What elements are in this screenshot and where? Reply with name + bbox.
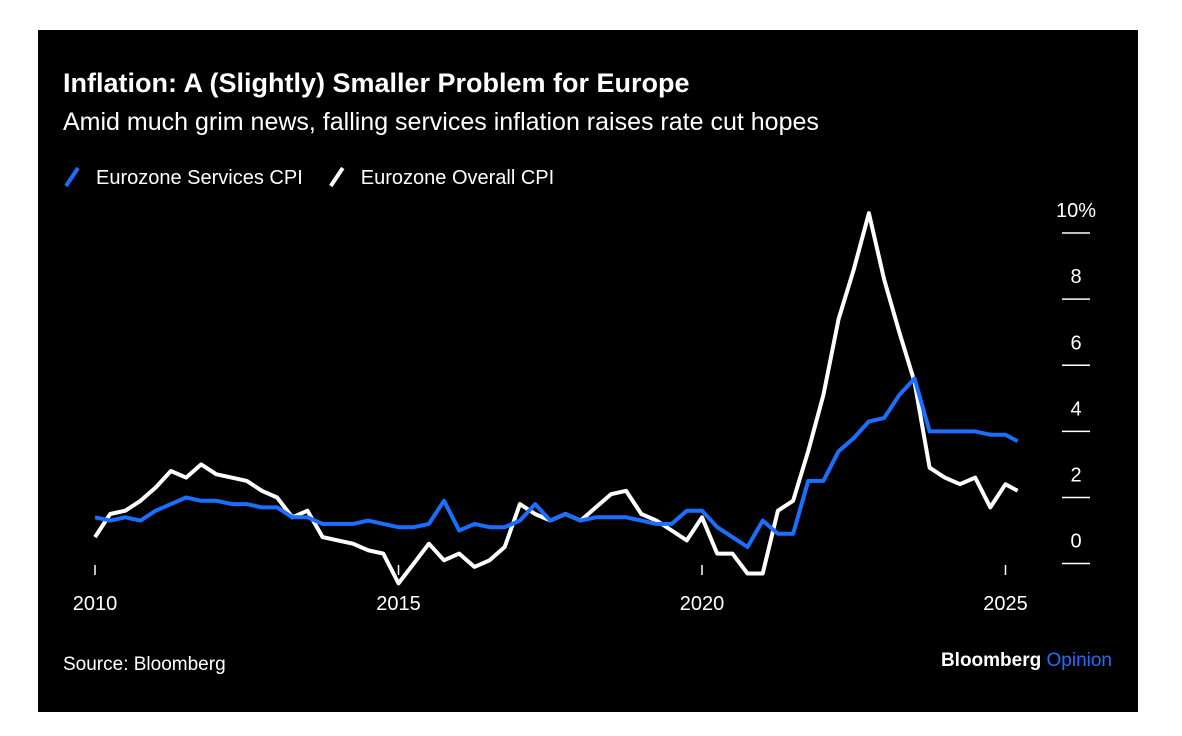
legend-label: Eurozone Services CPI [96,167,303,189]
brand: Bloomberg Opinion [941,650,1112,671]
legend-swatch [329,166,345,188]
brand-name: Bloomberg [941,650,1041,671]
source: Source: Bloomberg [63,654,226,675]
chart-subtitle: Amid much grim news, falling services in… [63,108,819,136]
series-line [94,376,1019,549]
legend-swatch [64,166,80,188]
chart-title: Inflation: A (Slightly) Smaller Problem … [63,68,690,98]
x-tick-label: 2020 [680,593,725,615]
x-tick-label: 2010 [73,593,118,615]
background [38,30,1138,712]
x-tick-label: 2025 [983,593,1028,615]
brand-suffix: Opinion [1047,650,1113,671]
y-tick-label: 0 [1070,531,1081,553]
x-tick-label: 2015 [376,593,421,615]
y-tick-label: 4 [1070,398,1081,420]
y-tick-label: 6 [1070,332,1081,354]
y-tick-label: 10% [1056,200,1096,222]
y-tick-label: 8 [1070,266,1081,288]
legend-label: Eurozone Overall CPI [361,167,554,189]
y-tick-label: 2 [1070,464,1081,486]
